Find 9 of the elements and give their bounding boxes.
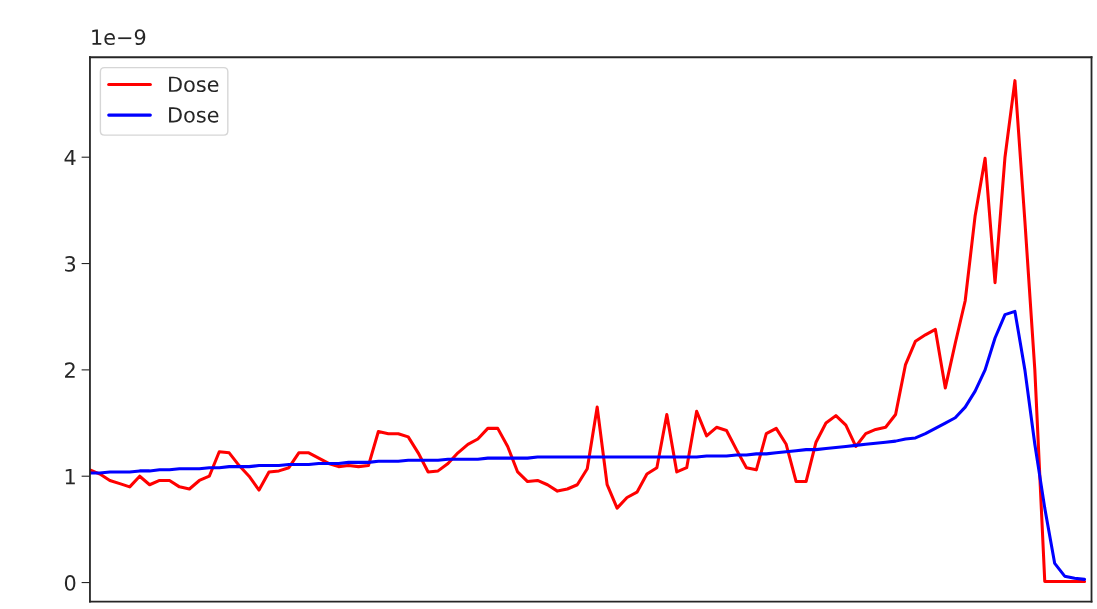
y-tick-label: 1 (65, 468, 75, 485)
y-tick-label: 0 (64, 575, 76, 591)
y-tick-label: 3 (65, 255, 76, 272)
line-series (89, 309, 1087, 581)
legend-label: Dose (169, 76, 219, 93)
legend-label: Dose (169, 107, 219, 123)
y-tick-label: 4 (64, 149, 76, 166)
text: 1e−9 (92, 29, 146, 46)
y-tick-label: 2 (65, 362, 75, 378)
